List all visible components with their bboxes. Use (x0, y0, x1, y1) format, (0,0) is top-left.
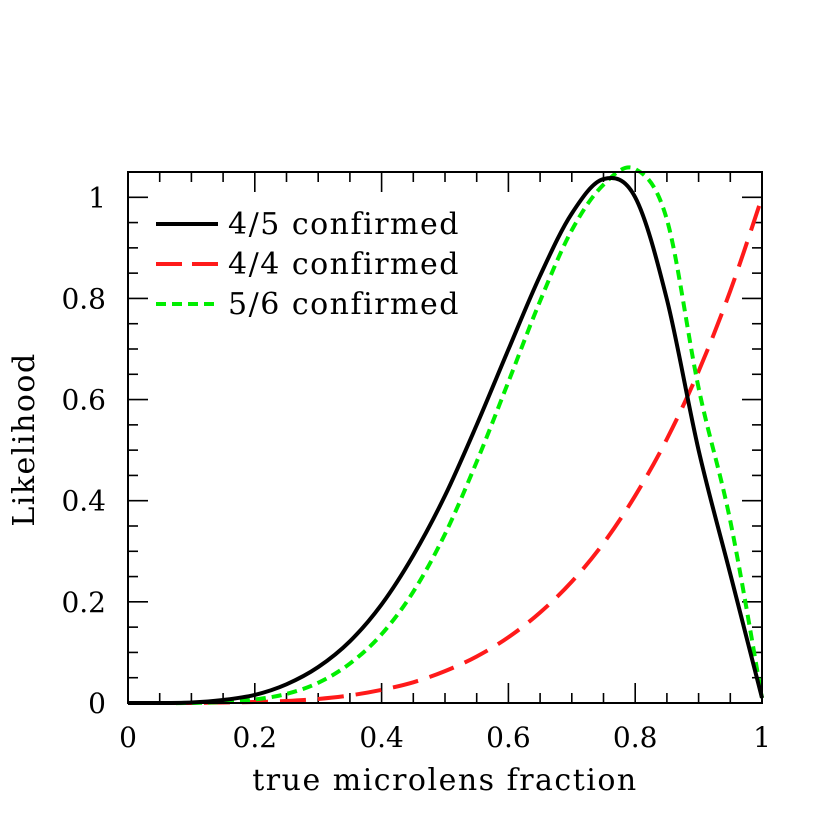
y-tick-labels: 0 0.2 0.4 0.6 0.8 1 (61, 181, 106, 720)
legend-label: 5/6 confirmed (228, 287, 460, 322)
y-tick-label: 0.4 (61, 485, 106, 518)
y-tick-label: 0 (88, 687, 106, 720)
series-lines (127, 165, 764, 706)
x-tick-label: 1 (753, 721, 771, 754)
y-tick-label: 0.2 (61, 586, 106, 619)
legend-label: 4/5 confirmed (228, 207, 460, 242)
series-line-5-6-confirmed (128, 165, 764, 706)
plot-frame (127, 171, 763, 704)
x-tick-labels: 0 0.2 0.4 0.6 0.8 1 (119, 721, 771, 754)
x-tick-label: 0.8 (613, 721, 658, 754)
x-tick-label: 0.6 (486, 721, 531, 754)
legend-label: 4/4 confirmed (228, 247, 460, 282)
y-tick-label: 1 (88, 181, 106, 214)
y-axis-label: Likelihood (7, 352, 42, 526)
y-tick-label: 0.8 (61, 282, 106, 315)
y-tick-label: 0.6 (61, 384, 106, 417)
legend: 4/5 confirmed 4/4 confirmed 5/6 confirmed (156, 207, 460, 322)
x-tick-label: 0.4 (359, 721, 404, 754)
x-axis-label: true microlens fraction (252, 763, 638, 798)
series-line-4-4-confirmed (128, 196, 764, 706)
x-tick-label: 0 (119, 721, 137, 754)
x-tick-label: 0.2 (233, 721, 278, 754)
series-line-4-5-confirmed (127, 175, 764, 706)
